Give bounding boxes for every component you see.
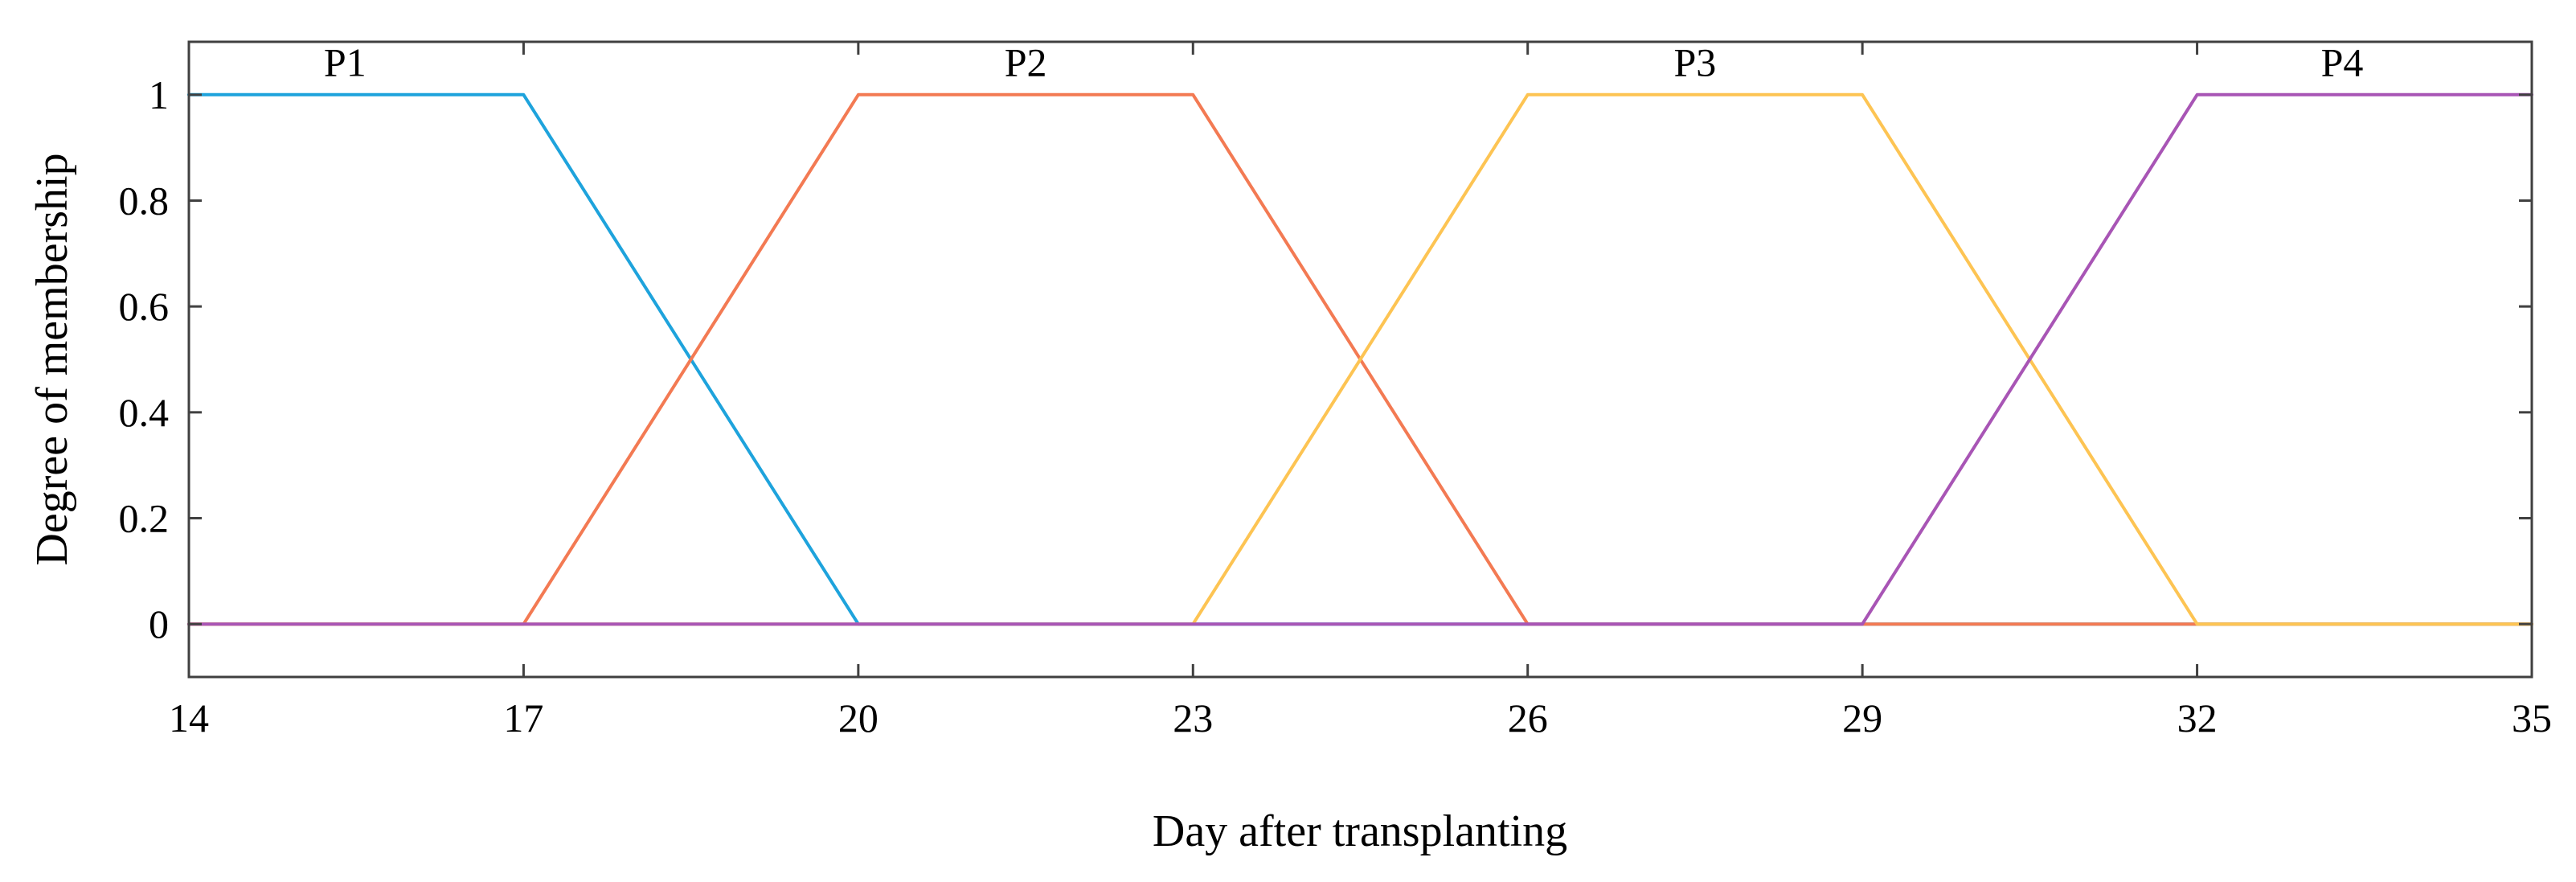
x-tick-label: 32 — [2177, 695, 2218, 740]
x-axis-title: Day after transplanting — [1153, 806, 1567, 856]
y-tick-label: 0.8 — [119, 178, 170, 224]
series-label-p1: P1 — [324, 40, 367, 85]
series-label-p3: P3 — [1673, 40, 1716, 85]
y-tick-label: 0 — [149, 601, 169, 646]
x-tick-label: 20 — [838, 695, 878, 740]
y-tick-label: 0.4 — [119, 390, 170, 435]
series-labels: P1 P2 P3 P4 — [324, 40, 2364, 85]
series-label-p2: P2 — [1005, 40, 1047, 85]
y-tick-label: 0.2 — [119, 496, 170, 541]
x-tick-label: 17 — [503, 695, 543, 740]
series-line-p3 — [187, 92, 2533, 626]
series-label-p4: P4 — [2321, 40, 2364, 85]
y-tick-label: 0.6 — [119, 284, 170, 329]
y-axis: 0 0.2 0.4 0.6 0.8 1 — [119, 72, 2532, 646]
x-tick-label: 35 — [2512, 695, 2552, 740]
x-tick-label: 23 — [1173, 695, 1213, 740]
series-layer — [187, 92, 2533, 626]
x-tick-label: 29 — [1842, 695, 1882, 740]
series-line-p4 — [187, 92, 2533, 626]
y-tick-label: 1 — [149, 72, 169, 117]
plot-frame — [187, 40, 2533, 679]
x-tick-label: 14 — [169, 695, 209, 740]
y-axis-title: Degree of membership — [27, 153, 77, 565]
x-tick-label: 26 — [1508, 695, 1548, 740]
x-axis: 14 17 20 23 26 29 32 35 — [169, 42, 2552, 740]
